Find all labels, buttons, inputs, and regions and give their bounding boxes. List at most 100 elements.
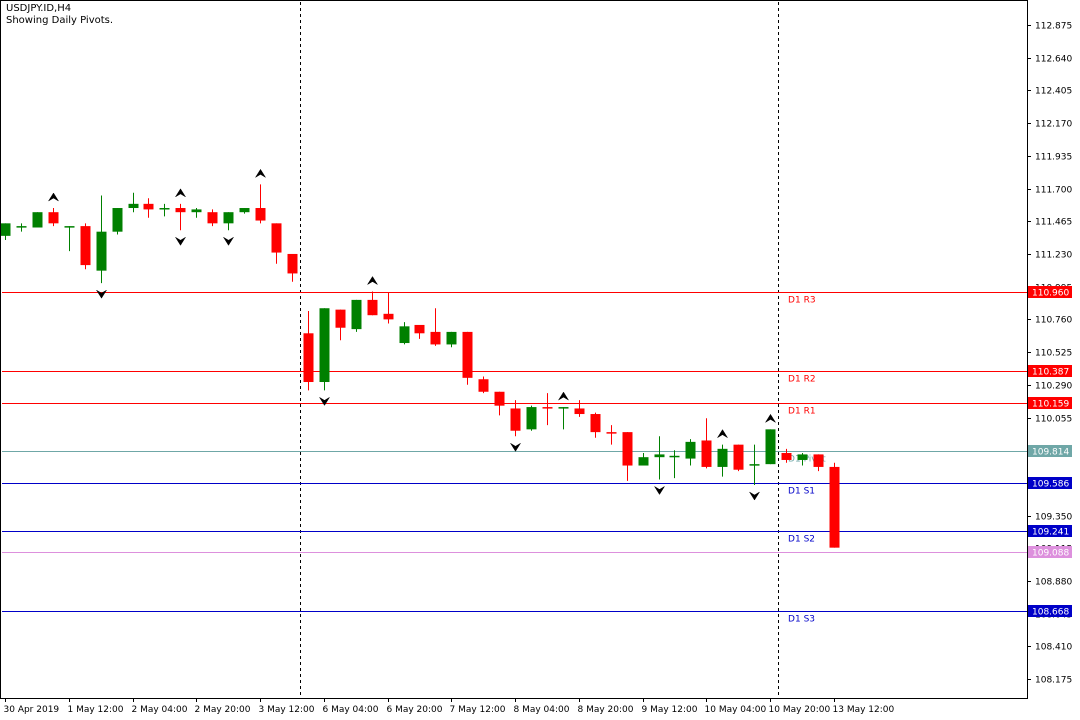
price-tick-label: 109.350 [1035,513,1072,523]
bear-candle [414,324,425,334]
bull-candle [319,308,330,383]
bull-candle [685,441,696,459]
bear-candle [622,432,633,466]
bull-candle [191,209,202,213]
price-tag-label: 109.586 [1032,480,1069,490]
price-tick-label: 108.880 [1035,578,1072,588]
bear-candle [494,391,505,406]
fractal-up-arrow-icon [255,168,266,178]
pivot-level-label: D1 S2 [788,535,815,545]
bull-candle [558,407,569,409]
fractal-down-arrow-icon [654,486,665,495]
price-tag [1028,605,1072,617]
bear-candle [430,331,441,345]
time-tick-label: 8 May 20:00 [578,705,634,715]
candle-layer [0,184,840,548]
pivot-level-label: D1 S3 [788,615,815,625]
bull-candle [399,326,410,344]
fractal-down-arrow-icon [223,237,234,246]
bear-candle [590,414,601,433]
bear-candle [255,208,266,221]
price-tag-label: 110.960 [1032,289,1069,299]
price-tag-label: 109.241 [1032,528,1069,538]
price-tick-label: 112.875 [1035,22,1072,32]
pivot-level-label: D1 R1 [788,407,816,417]
bull-candle [717,448,728,467]
bull-candle [112,208,123,232]
bear-candle [478,379,489,392]
bear-candle [462,331,473,378]
bull-candle [223,212,234,224]
price-tag [1028,397,1072,409]
price-tick-label: 108.410 [1035,643,1072,653]
price-tick-label: 108.175 [1035,676,1072,686]
time-tick-label: 1 May 12:00 [68,705,124,715]
fractal-up-arrow-icon [367,276,378,285]
price-tag-label: 109.814 [1032,448,1069,458]
price-tick-label: 111.465 [1035,218,1072,228]
pivot-level-label: D1 R2 [788,375,816,385]
bull-candle [64,226,75,228]
fractal-up-arrow-icon [48,192,59,202]
bear-candle [829,466,840,548]
price-tag [1028,445,1072,457]
fractal-down-arrow-icon [96,289,107,299]
time-tick-label: 7 May 12:00 [450,705,506,715]
time-tick-label: 30 Apr 2019 [4,705,60,715]
separator-layer [300,2,779,698]
time-tick-label: 10 May 04:00 [705,705,767,715]
bear-candle [175,208,186,213]
price-tick-label: 110.525 [1035,349,1072,359]
price-tag [1028,546,1072,558]
symbol-label: USDJPY.ID,H4 [6,3,72,14]
fractal-layer [48,168,776,501]
fractal-down-arrow-icon [175,237,186,246]
bull-candle [128,203,139,209]
bear-candle [606,432,617,434]
bear-candle [701,440,712,467]
bear-candle [733,444,744,470]
price-tag [1028,286,1072,298]
price-tick-label: 112.405 [1035,87,1072,97]
plot-frame [0,0,1028,699]
price-tick-label: 111.935 [1035,153,1072,163]
time-tick-label: 9 May 12:00 [642,705,698,715]
price-tick-label: 110.760 [1035,316,1072,326]
bear-candle [271,223,282,253]
bull-candle [239,208,250,213]
fractal-up-arrow-icon [175,188,186,198]
price-tag [1028,365,1072,377]
bull-candle [749,464,760,466]
time-tick-label: 2 May 04:00 [132,705,188,715]
fractal-up-arrow-icon [558,391,569,401]
bear-candle [48,212,59,224]
bear-candle [367,299,378,316]
bear-candle [287,253,298,274]
bull-candle [765,429,776,465]
price-tick-label: 111.230 [1035,251,1072,261]
bull-candle [638,457,649,466]
bull-candle [96,231,107,271]
price-tag-label: 110.159 [1032,400,1069,410]
bull-candle [654,454,665,458]
fractal-up-arrow-icon [717,429,728,438]
bear-candle [781,453,792,460]
price-tag-label: 109.088 [1032,549,1069,559]
time-tick-label: 2 May 20:00 [195,705,251,715]
bear-candle [303,333,314,383]
bull-candle [446,331,457,345]
price-tag-label: 108.668 [1032,608,1069,618]
time-tick-label: 8 May 04:00 [514,705,570,715]
bear-candle [143,203,154,210]
bear-candle [80,226,91,266]
bear-candle [510,408,521,431]
pivot-info-label: Showing Daily Pivots. [6,15,114,26]
time-tick-label: 13 May 12:00 [833,705,895,715]
bear-candle [574,408,585,415]
bull-candle [526,407,537,430]
bear-candle [207,212,218,224]
price-tick-label: 112.640 [1035,55,1072,65]
time-tick-label: 6 May 04:00 [323,705,379,715]
